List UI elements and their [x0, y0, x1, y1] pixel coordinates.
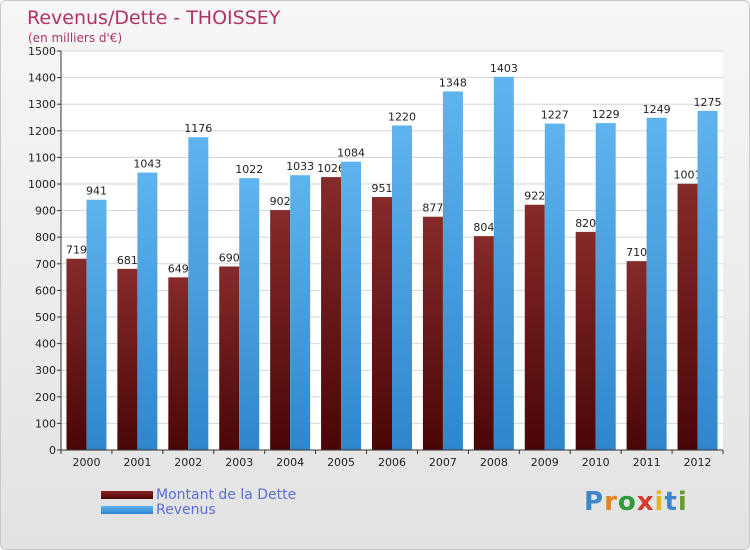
- data-label-debt: 951: [372, 182, 393, 195]
- legend: Montant de la Dette Revenus: [101, 486, 297, 518]
- bar-revenue: [595, 123, 616, 450]
- data-label-debt: 804: [473, 221, 494, 234]
- bar-debt: [473, 236, 494, 450]
- data-label-debt: 877: [422, 202, 443, 215]
- x-tick-label: 2001: [123, 456, 151, 469]
- y-tick-label: 400: [35, 338, 56, 351]
- data-label-revenue: 1249: [643, 103, 671, 116]
- data-label-revenue: 1220: [388, 110, 416, 123]
- bar-debt: [524, 204, 545, 450]
- bar-debt: [372, 197, 392, 450]
- legend-item-revenue: Revenus: [101, 501, 296, 518]
- bars: 719 941 681 1043 649 1176 690 1022 902 1033 1026 10…: [66, 62, 722, 451]
- bar-debt: [270, 210, 291, 450]
- y-tick-label: 300: [35, 364, 56, 377]
- data-label-revenue: 1022: [235, 163, 263, 176]
- y-tick-label: 1400: [28, 72, 56, 85]
- y-tick-label: 500: [35, 311, 56, 324]
- bar-revenue: [341, 161, 362, 450]
- y-tick-label: 1300: [28, 98, 56, 111]
- bar-revenue: [188, 137, 209, 450]
- y-tick-label: 100: [35, 417, 56, 430]
- legend-item-debt: Montant de la Dette: [101, 486, 297, 503]
- data-label-debt: 1001: [674, 169, 702, 182]
- bar-debt: [219, 266, 240, 450]
- x-axis: 2000 2001 2002 2003 2004 2005 2006 2007 2008 2009…: [60, 450, 724, 469]
- bar-debt: [422, 216, 443, 450]
- legend-swatch-revenue: [101, 505, 153, 514]
- bar-revenue: [239, 178, 260, 450]
- bar-revenue: [697, 110, 718, 450]
- bar-revenue: [493, 76, 514, 450]
- y-tick-label: 1000: [28, 178, 56, 191]
- data-label-debt: 820: [575, 217, 596, 230]
- bar-revenue: [392, 125, 412, 450]
- data-label-revenue: 1043: [133, 158, 161, 171]
- y-axis: 0 100 200 300 400 500 600 700 800 900 1000 1100 1200…: [28, 45, 61, 457]
- x-tick-label: 2011: [633, 456, 661, 469]
- data-label-revenue: 1275: [694, 96, 722, 109]
- data-label-revenue: 941: [86, 185, 107, 198]
- y-tick-label: 700: [35, 258, 56, 271]
- x-tick-label: 2005: [327, 456, 355, 469]
- y-tick-label: 600: [35, 284, 56, 297]
- axis-lines: [60, 51, 723, 451]
- x-tick-label: 2003: [225, 456, 253, 469]
- bar-debt: [168, 277, 189, 450]
- data-label-revenue: 1176: [184, 122, 212, 135]
- proxiti-logo: Proxiti: [584, 487, 688, 517]
- x-tick-label: 2006: [378, 456, 406, 469]
- bar-debt: [575, 231, 596, 450]
- data-label-revenue: 1033: [286, 160, 314, 173]
- y-tick-label: 1100: [28, 151, 56, 164]
- legend-label-revenue: Revenus: [156, 501, 216, 518]
- y-tick-label: 800: [35, 231, 56, 244]
- bar-revenue: [646, 117, 667, 451]
- x-tick-label: 2000: [72, 456, 100, 469]
- x-tick-label: 2002: [174, 456, 202, 469]
- bar-debt: [626, 261, 647, 450]
- y-tick-label: 1500: [28, 45, 56, 58]
- bar-revenue: [86, 199, 107, 450]
- x-tick-label: 2004: [276, 456, 304, 469]
- y-tick-label: 900: [35, 205, 56, 218]
- x-tick-label: 2012: [684, 456, 712, 469]
- data-label-revenue: 1348: [439, 76, 467, 89]
- data-label-revenue: 1403: [490, 62, 518, 75]
- y-tick-label: 1200: [28, 125, 56, 138]
- data-label-debt: 649: [168, 262, 189, 275]
- bar-revenue: [290, 175, 311, 451]
- bar-revenue: [137, 172, 158, 450]
- chart-subtitle: (en milliers d'€): [28, 31, 123, 45]
- data-label-revenue: 1227: [541, 109, 569, 122]
- bar-debt: [677, 183, 698, 450]
- data-label-debt: 710: [626, 246, 647, 259]
- data-label-debt: 681: [117, 254, 138, 267]
- data-label-debt: 922: [524, 190, 545, 203]
- bar-debt: [66, 258, 87, 450]
- bar-revenue: [442, 91, 463, 450]
- legend-label-debt: Montant de la Dette: [156, 486, 297, 503]
- x-tick-label: 2007: [429, 456, 457, 469]
- x-tick-label: 2010: [582, 456, 610, 469]
- bar-debt: [117, 268, 138, 450]
- data-label-debt: 1026: [317, 162, 345, 175]
- y-tick-label: 200: [35, 391, 56, 404]
- chart-title: Revenus/Dette - THOISSEY: [27, 7, 281, 29]
- bar-revenue: [544, 123, 565, 451]
- bar-debt: [321, 177, 342, 451]
- x-tick-label: 2008: [480, 456, 508, 469]
- data-label-debt: 902: [270, 195, 291, 208]
- data-label-revenue: 1084: [337, 147, 365, 160]
- data-label-revenue: 1229: [592, 108, 620, 121]
- legend-swatch-debt: [101, 490, 153, 499]
- data-label-debt: 690: [219, 251, 240, 264]
- data-label-debt: 719: [66, 244, 87, 257]
- y-tick-label: 0: [49, 444, 56, 457]
- x-tick-label: 2009: [531, 456, 559, 469]
